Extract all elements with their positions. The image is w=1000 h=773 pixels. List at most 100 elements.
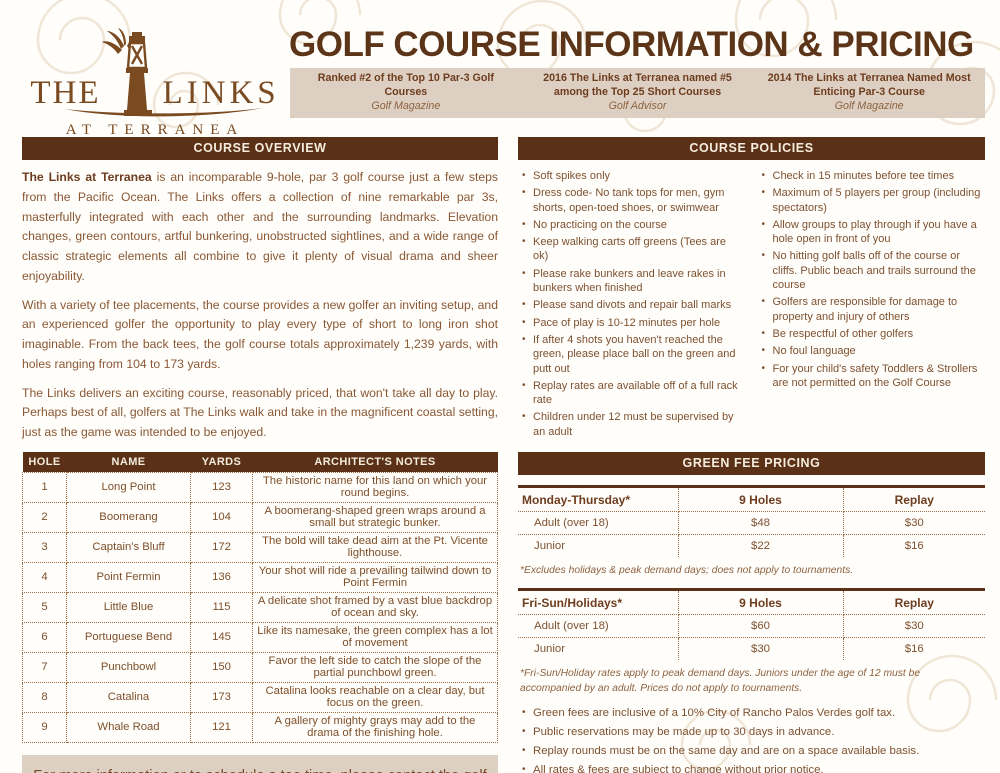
policy-item: • No practicing on the course [522,218,667,231]
bullet-icon: • [522,299,526,311]
price-row-label: Junior [518,534,679,558]
policy-item: • Be respectful of other golfers [761,327,914,340]
bullet-icon: • [522,267,526,279]
policy-item: • Please rake bunkers and leave rakes in … [522,267,726,295]
pricing-bullet: • Public reservations may be made up to 3… [522,726,835,739]
price-replay: $30 [843,511,985,536]
hole-yards: 121 [190,711,253,743]
awards-banner: Ranked #2 of the Top 10 Par-3 Golf Cours… [290,68,985,118]
hole-name: Whale Road [66,711,191,743]
policy-item: • Check in 15 minutes before tee times [761,170,955,182]
hole-name: Long Point [66,471,191,503]
hole-number: 4 [22,561,67,593]
pricing-header-row: Fri-Sun/Holidays* 9 Holes Replay [518,589,985,616]
price-replay: $16 [904,540,924,553]
terranea-links-logo: The [30,28,280,139]
overview-lead: The Links at Terranea [22,170,152,184]
policies-left-column: • Soft spikes only • Dress code- No tank t… [520,169,744,442]
policy-item: • Soft spikes only [522,170,611,182]
policy-item: • For your child's safety Toddlers & Stro… [761,362,978,389]
bullet-icon: • [761,296,766,308]
policy-item: • Replay rates are available off of a ful… [522,379,738,407]
overview-paragraph: With a variety of tee placements, the co… [22,297,498,371]
holes-header-yards: YARDS [190,451,253,473]
hole-notes: Like its namesake, the green complex has… [252,621,498,653]
bullet-icon: • [761,250,766,262]
pricing-table-weekend: Fri-Sun/Holidays* 9 Holes Replay Adult (… [518,588,985,661]
table-row: 6 Portuguese Bend 145 Like its namesake,… [22,621,498,653]
policy-item: • Golfers are responsible for damage to p… [761,296,958,323]
price-replay: $30 [843,614,985,639]
hole-number: 6 [22,621,67,653]
price-row-label: Adult (over 18) [518,614,679,639]
bullet-icon: • [522,726,526,738]
bullet-icon: • [522,170,526,181]
pricing-period-label: Fri-Sun/Holidays* [518,589,679,616]
hole-name: Point Fermin [66,561,191,593]
bullet-icon: • [522,316,526,328]
holes-header-name: NAME [66,451,191,473]
price-9holes: $30 [678,637,844,661]
hole-number: 9 [22,711,67,743]
contact-text: For more information or to schedule a te… [30,768,490,773]
table-row: 3 Captain's Bluff 172 The bold will take… [22,531,498,563]
hole-yards: 145 [190,621,253,653]
hole-notes: A boomerang-shaped green wraps around a … [252,501,498,533]
overview-paragraph: The Links delivers an exciting course, r… [22,385,498,440]
pricing-period-label: Monday-Thursday* [518,486,679,513]
bullet-icon: • [522,744,526,756]
table-row: 2 Boomerang 104 A boomerang-shaped green… [22,501,498,533]
contact-box: For more information or to schedule a te… [22,754,498,773]
hole-yards: 173 [190,681,253,713]
bullet-icon: • [761,218,766,230]
bullet-icon: • [761,327,766,339]
table-row: Junior $30 $16 [518,637,985,661]
hole-number: 2 [22,501,67,533]
policy-item: • No foul language [761,345,856,358]
table-row: 5 Little Blue 115 A delicate shot framed… [22,591,498,623]
award-item: 2016 The Links at Terranea named #5 amon… [522,68,754,118]
policy-item: • Please sand divots and repair ball mark… [522,299,732,312]
bullet-icon: • [522,218,526,230]
policies-right-column: • Check in 15 minutes before tee times • M… [760,169,984,442]
bullet-icon: • [761,187,766,199]
hole-number: 8 [22,681,67,713]
price-row-label: Adult (over 18) [518,511,679,536]
weekday-pricing-note: *Excludes holidays & peak demand days; d… [520,565,854,577]
policy-item: • Maximum of 5 players per group (includi… [761,187,981,214]
bullet-icon: • [522,236,526,248]
pricing-col-replay: Replay [843,486,985,513]
table-row: 7 Punchbowl 150 Favor the left side to c… [22,651,498,683]
hole-notes: A gallery of mighty grays may add to the… [252,711,498,743]
logo-word-links: Links [162,75,280,111]
table-row: Junior $22 $16 [518,534,985,558]
course-overview-header: COURSE OVERVIEW [22,137,498,160]
hole-notes: Favor the left side to catch the slope o… [252,651,498,683]
logo-word-the: The [30,75,101,111]
pricing-bullet: • All rates & fees are subject to change … [520,763,983,773]
policy-item: • Allow groups to play through if you hav… [761,218,977,246]
overview-paragraph: The Links at Terranea is an incomparable… [22,170,498,283]
green-fee-pricing-header: GREEN FEE PRICING [518,452,985,476]
table-row: Adult (over 18) $60 $30 [518,614,985,639]
policy-item: • No hitting golf balls off of the course… [761,250,976,292]
table-row: 8 Catalina 173 Catalina looks reachable … [22,681,498,713]
policy-item: • Dress code- No tank tops for men, gym s… [522,187,725,214]
award-title: 2016 The Links at Terranea named #5 amon… [543,72,732,99]
hole-yards: 150 [190,651,253,683]
pricing-col-9holes: 9 Holes [678,589,844,616]
course-overview-text: The Links at Terranea is an incomparable… [22,168,498,443]
hole-notes: A delicate shot framed by a vast blue ba… [252,591,498,623]
hole-yards: 104 [190,501,253,533]
table-row: 4 Point Fermin 136 Your shot will ride a… [22,561,498,593]
bullet-icon: • [761,345,766,357]
pricing-col-replay: Replay [843,589,985,616]
holes-table-header-row: HOLE NAME YARDS ARCHITECT'S NOTES [22,451,498,473]
award-source: Golf Advisor [608,100,667,113]
hole-name: Captain's Bluff [66,531,191,563]
award-item: Ranked #2 of the Top 10 Par-3 Golf Cours… [290,68,522,118]
pricing-header-row: Monday-Thursday* 9 Holes Replay [518,486,985,513]
award-title: 2014 The Links at Terranea Named Most En… [767,72,971,99]
hole-name: Boomerang [66,501,191,533]
